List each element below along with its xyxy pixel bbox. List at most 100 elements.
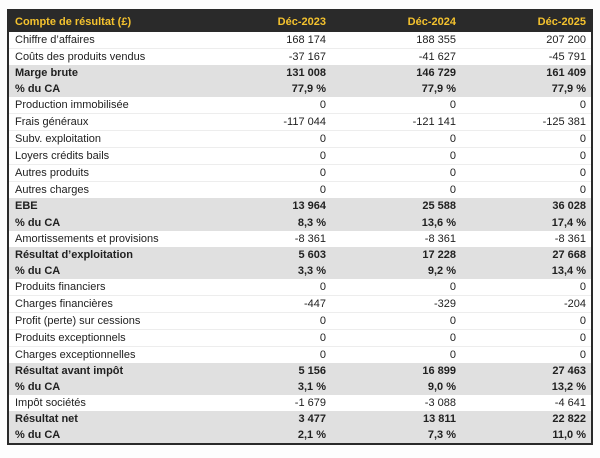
table-row: Coûts des produits vendus -37 167 -41 62… (9, 48, 591, 66)
row-label: Coûts des produits vendus (15, 51, 146, 64)
row-label: Impôt sociétés (15, 397, 86, 410)
row-value: -45 791 (548, 51, 586, 64)
income-statement-table: Compte de résultat (£) Déc-2023 Déc-2024… (7, 9, 593, 445)
row-value: 0 (579, 99, 586, 112)
table-row: Produits exceptionnels 0 0 0 (9, 328, 591, 346)
row-value: 0 (319, 167, 326, 180)
row-value: 13,4 % (551, 264, 586, 277)
table-row: % du CA 2,1 % 7,3 % 11,0 % (9, 427, 591, 444)
column-header-dec-2023: Déc-2023 (277, 15, 326, 28)
row-value: 0 (449, 99, 456, 112)
row-value: 13,2 % (551, 381, 586, 393)
row-label: Amortissements et provisions (15, 232, 159, 245)
row-value: 0 (579, 150, 586, 163)
table-row: % du CA 3,1 % 9,0 % 13,2 % (9, 378, 591, 396)
row-value: -447 (303, 297, 326, 310)
table-row: Loyers crédits bails 0 0 0 (9, 147, 591, 165)
table-row: % du CA 3,3 % 9,2 % 13,4 % (9, 262, 591, 279)
row-value: 0 (319, 150, 326, 163)
row-value: 13 811 (422, 413, 456, 426)
row-value: 0 (579, 133, 586, 146)
row-value: 13,6 % (421, 216, 456, 229)
row-value: 5 603 (298, 248, 326, 261)
row-label: Résultat net (15, 413, 78, 426)
row-value: 0 (449, 184, 456, 197)
table-row: Autres produits 0 0 0 (9, 164, 591, 182)
row-value: 17,4 % (551, 216, 586, 229)
row-value: -1 679 (294, 397, 326, 410)
column-header-dec-2025: Déc-2025 (537, 15, 586, 28)
table-header-row: Compte de résultat (£) Déc-2023 Déc-2024… (9, 11, 591, 32)
row-value: 9,0 % (427, 381, 456, 393)
row-label: Production immobilisée (15, 99, 129, 112)
row-value: -117 044 (283, 116, 326, 129)
table-row: Profit (perte) sur cessions 0 0 0 (9, 311, 591, 329)
row-value: 7,3 % (427, 429, 456, 442)
table-row: Résultat d’exploitation 5 603 17 228 27 … (9, 246, 591, 263)
row-value: 36 028 (552, 200, 586, 213)
row-value: 0 (449, 314, 456, 327)
row-value: 22 822 (552, 413, 586, 426)
table-row: Frais généraux -117 044 -121 141 -125 38… (9, 113, 591, 131)
row-value: 27 668 (552, 248, 586, 261)
table-row: EBE 13 964 25 588 36 028 (9, 198, 591, 215)
row-value: 77,9 % (421, 83, 456, 96)
row-label: EBE (15, 200, 38, 213)
table-body: Chiffre d’affaires 168 174 188 355 207 2… (9, 32, 591, 444)
row-value: 2,1 % (297, 429, 326, 442)
table-title: Compte de résultat (£) (15, 15, 132, 28)
row-value: 0 (579, 331, 586, 344)
column-header-dec-2024: Déc-2024 (407, 15, 456, 28)
row-label: % du CA (15, 264, 61, 277)
table-row: Marge brute 131 008 146 729 161 409 (9, 65, 591, 82)
row-value: 0 (579, 314, 586, 327)
table-row: Résultat net 3 477 13 811 22 822 (9, 411, 591, 428)
row-value: 0 (319, 331, 326, 344)
row-label: Loyers crédits bails (15, 150, 110, 163)
row-value: -4 641 (554, 397, 586, 410)
row-value: 9,2 % (427, 264, 456, 277)
row-value: 77,9 % (291, 83, 326, 96)
row-label: Frais généraux (15, 116, 89, 129)
row-value: -121 141 (412, 116, 456, 129)
row-value: 0 (449, 331, 456, 344)
row-value: 0 (579, 280, 586, 293)
row-value: 17 228 (422, 248, 456, 261)
row-value: 0 (579, 167, 586, 180)
row-value: 131 008 (286, 67, 326, 80)
row-label: Résultat d’exploitation (15, 248, 133, 261)
row-label: Autres charges (15, 184, 89, 197)
row-value: 3,1 % (297, 381, 326, 393)
row-label: Subv. exploitation (15, 133, 102, 146)
row-value: 77,9 % (551, 83, 586, 96)
row-value: -8 361 (294, 232, 326, 245)
row-value: -37 167 (288, 51, 326, 64)
row-value: -125 381 (542, 116, 586, 129)
row-value: 0 (319, 280, 326, 293)
row-value: 0 (449, 280, 456, 293)
row-label: Produits exceptionnels (15, 331, 126, 344)
row-value: 0 (319, 99, 326, 112)
row-label: Profit (perte) sur cessions (15, 314, 141, 327)
row-label: Produits financiers (15, 280, 106, 293)
row-label: Résultat avant impôt (15, 364, 124, 377)
table-row: % du CA 77,9 % 77,9 % 77,9 % (9, 81, 591, 98)
row-label: % du CA (15, 216, 61, 229)
row-value: 0 (319, 348, 326, 361)
row-label: % du CA (15, 429, 61, 442)
row-value: 27 463 (552, 364, 586, 377)
row-value: 0 (449, 167, 456, 180)
row-value: 0 (449, 348, 456, 361)
table-row: Chiffre d’affaires 168 174 188 355 207 2… (9, 32, 591, 49)
row-value: 0 (449, 133, 456, 146)
row-value: 13 964 (292, 200, 326, 213)
row-value: 16 899 (422, 364, 456, 377)
row-label: Marge brute (15, 67, 78, 80)
table-row: Charges financières -447 -329 -204 (9, 294, 591, 312)
table-row: Autres charges 0 0 0 (9, 181, 591, 199)
row-label: Autres produits (15, 167, 89, 180)
row-value: 0 (319, 314, 326, 327)
row-value: -204 (563, 297, 586, 310)
row-value: 161 409 (546, 67, 586, 80)
table-row: Impôt sociétés -1 679 -3 088 -4 641 (9, 395, 591, 412)
